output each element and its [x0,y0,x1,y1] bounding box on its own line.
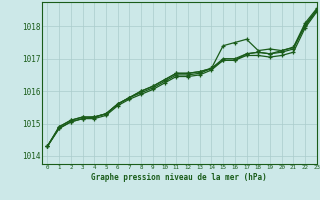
X-axis label: Graphe pression niveau de la mer (hPa): Graphe pression niveau de la mer (hPa) [91,173,267,182]
